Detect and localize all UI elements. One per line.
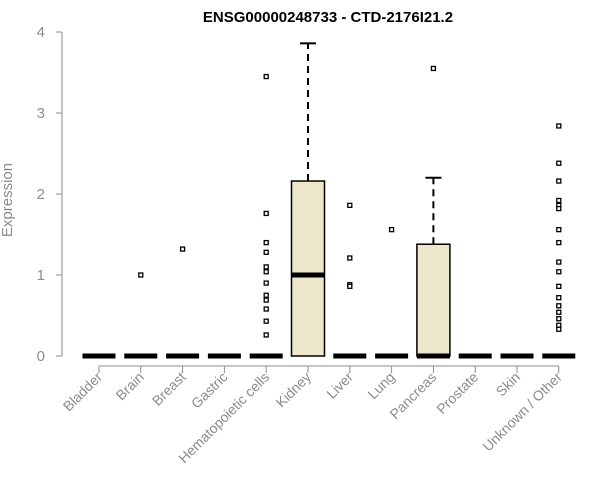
outlier-point (556, 239, 562, 246)
box-group (375, 226, 409, 359)
outlier-point (556, 259, 562, 265)
x-tick-label: Unknown / Other (479, 369, 565, 455)
outlier-point (556, 326, 562, 332)
box-series (82, 42, 576, 359)
outlier-point (556, 178, 562, 184)
outlier-point (263, 318, 269, 324)
outlier-point (556, 197, 562, 204)
outlier-point (263, 210, 269, 217)
outlier-point (388, 226, 395, 233)
x-tick-label: Breast (149, 369, 189, 409)
outlier-point (430, 65, 437, 72)
outlier-point (556, 226, 562, 233)
box-iqr (290, 180, 326, 357)
x-tick-label: Lung (364, 369, 397, 402)
outlier-point (556, 309, 562, 315)
y-axis: 0 1 2 3 4 (37, 24, 63, 365)
outlier-point (263, 249, 269, 255)
outlier-point (138, 272, 144, 278)
outlier-point (347, 202, 353, 208)
x-tick-label: Skin (493, 369, 524, 400)
y-axis-label: Expression (0, 163, 16, 237)
outlier-point (556, 160, 562, 166)
outlier-point (556, 205, 562, 212)
y-tick-label: 3 (37, 105, 45, 122)
chart-title: ENSG00000248733 - CTD-2176I21.2 (203, 9, 453, 26)
outlier-point (263, 239, 269, 246)
outlier-point (263, 332, 269, 338)
outlier-point (263, 269, 269, 275)
outlier-point (556, 269, 562, 275)
outlier-point (263, 292, 269, 298)
y-tick-label: 0 (37, 348, 45, 365)
box-group (124, 272, 158, 359)
outlier-point (556, 316, 562, 322)
box-group (166, 246, 200, 359)
outlier-point (347, 283, 353, 289)
box-group (542, 123, 576, 359)
x-tick-label: Liver (323, 369, 356, 402)
outlier-point (556, 283, 562, 289)
outlier-point (263, 264, 269, 270)
outlier-point (556, 295, 562, 301)
outlier-point (263, 280, 269, 286)
box-group (290, 42, 326, 357)
x-tick-label: Brain (112, 369, 146, 403)
box-iqr (416, 243, 451, 357)
outlier-point (179, 246, 186, 252)
outlier-point (263, 73, 269, 80)
box-group (333, 202, 367, 359)
box-group (249, 73, 283, 359)
outlier-point (556, 123, 562, 129)
outlier-point (347, 255, 353, 261)
outlier-point (556, 303, 562, 309)
outlier-point (263, 306, 269, 312)
x-tick-label: Prostate (433, 369, 481, 417)
x-tick-label: Bladder (60, 369, 106, 415)
box-group (416, 65, 451, 359)
y-tick-label: 4 (37, 24, 45, 41)
y-tick-label: 2 (37, 186, 45, 203)
y-tick-label: 1 (37, 267, 45, 284)
outlier-point (263, 297, 269, 303)
x-tick-label: Kidney (273, 369, 315, 411)
